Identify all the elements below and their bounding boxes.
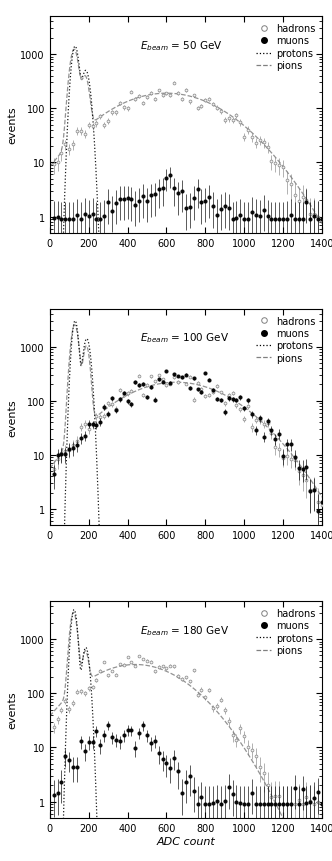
Y-axis label: events: events <box>8 691 18 728</box>
X-axis label: ADC count: ADC count <box>157 835 215 846</box>
Y-axis label: events: events <box>8 399 18 437</box>
Text: $E_{beam}$ = 180 GeV: $E_{beam}$ = 180 GeV <box>140 623 229 637</box>
Legend: hadrons, muons, protons, pions: hadrons, muons, protons, pions <box>254 22 317 73</box>
Legend: hadrons, muons, protons, pions: hadrons, muons, protons, pions <box>254 314 317 365</box>
Y-axis label: events: events <box>8 107 18 144</box>
Text: $E_{beam}$ = 100 GeV: $E_{beam}$ = 100 GeV <box>140 331 229 344</box>
Text: $E_{beam}$ = 50 GeV: $E_{beam}$ = 50 GeV <box>140 39 222 53</box>
Legend: hadrons, muons, protons, pions: hadrons, muons, protons, pions <box>254 606 317 658</box>
